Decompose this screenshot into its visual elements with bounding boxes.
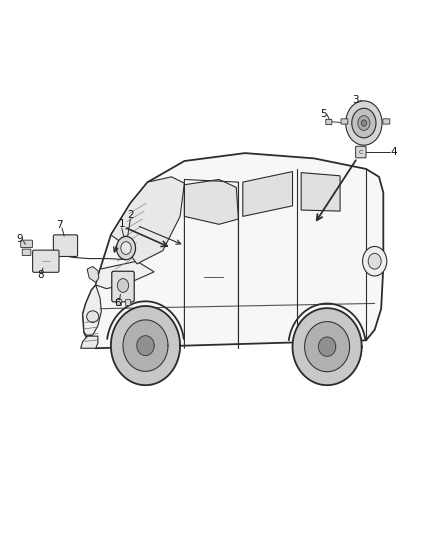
Circle shape [352, 108, 376, 138]
Text: 3: 3 [352, 95, 359, 106]
Text: 5: 5 [320, 109, 327, 118]
Polygon shape [83, 153, 383, 348]
FancyBboxPatch shape [22, 249, 31, 255]
FancyBboxPatch shape [21, 240, 32, 247]
Text: 6: 6 [114, 298, 121, 309]
Polygon shape [87, 266, 99, 282]
Polygon shape [318, 337, 336, 356]
Circle shape [358, 116, 370, 131]
Polygon shape [81, 336, 98, 348]
FancyBboxPatch shape [112, 271, 134, 302]
Circle shape [121, 241, 131, 254]
Text: C: C [359, 150, 363, 155]
FancyBboxPatch shape [116, 298, 121, 305]
Polygon shape [243, 172, 293, 216]
Circle shape [361, 120, 367, 126]
Polygon shape [111, 306, 180, 385]
Polygon shape [137, 336, 154, 356]
Text: 9: 9 [17, 234, 23, 244]
Circle shape [346, 101, 382, 145]
Ellipse shape [87, 311, 99, 322]
Polygon shape [123, 320, 168, 372]
FancyBboxPatch shape [326, 119, 332, 125]
Circle shape [363, 246, 387, 276]
Text: 7: 7 [56, 220, 62, 230]
Circle shape [368, 253, 381, 269]
FancyBboxPatch shape [32, 250, 59, 272]
Circle shape [117, 237, 135, 260]
Polygon shape [301, 173, 340, 211]
FancyBboxPatch shape [383, 119, 390, 124]
Text: 8: 8 [37, 270, 44, 280]
FancyBboxPatch shape [125, 298, 130, 305]
FancyBboxPatch shape [53, 235, 78, 256]
Circle shape [117, 279, 129, 292]
FancyBboxPatch shape [341, 119, 348, 124]
Text: 2: 2 [127, 211, 134, 220]
Polygon shape [83, 285, 101, 336]
Text: 1: 1 [118, 219, 125, 229]
Polygon shape [293, 308, 362, 385]
Text: 4: 4 [391, 147, 397, 157]
Polygon shape [305, 321, 350, 372]
Polygon shape [111, 177, 184, 264]
Polygon shape [96, 261, 154, 289]
FancyBboxPatch shape [356, 146, 366, 158]
Polygon shape [184, 180, 238, 224]
